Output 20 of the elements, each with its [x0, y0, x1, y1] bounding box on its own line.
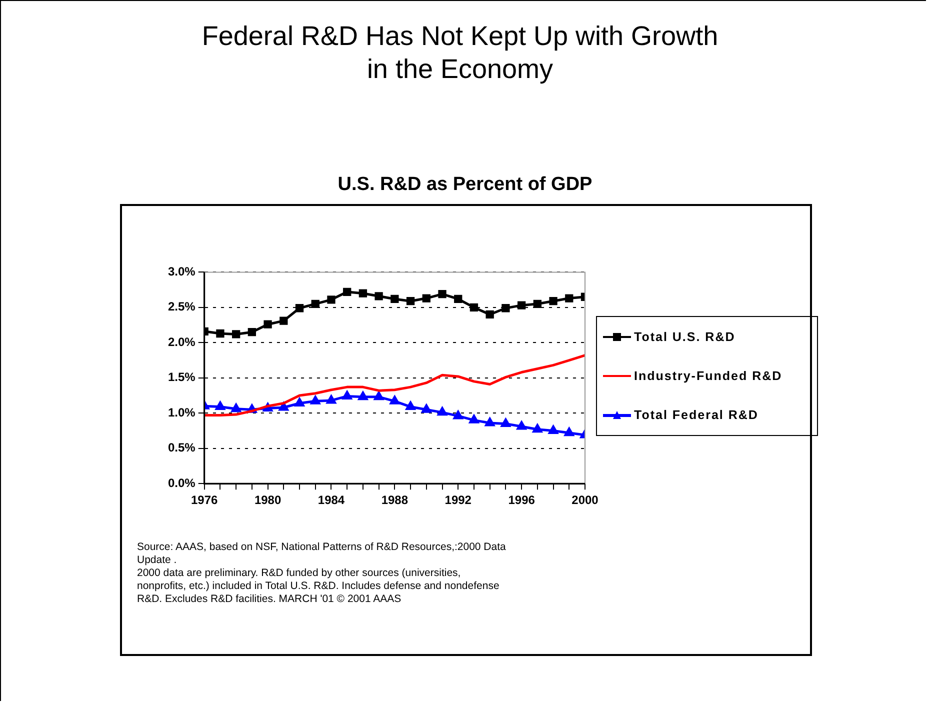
- x-tick-label: 1976: [191, 493, 218, 508]
- legend-label: Industry-Funded R&D: [634, 368, 782, 383]
- chart-title: Federal R&D Has Not Kept Up with Growth in the Economy: [200, 20, 720, 86]
- chart-subtitle: U.S. R&D as Percent of GDP: [336, 174, 594, 196]
- legend-label: Total U.S. R&D: [634, 330, 736, 344]
- y-tick-label: 3.0%: [168, 264, 196, 279]
- x-tick-label: 1980: [254, 493, 282, 508]
- y-tick-label: 2.5%: [168, 300, 196, 314]
- x-tick-label: 1992: [444, 493, 472, 508]
- y-tick-label: 1.0%: [168, 405, 196, 420]
- x-tick-label: 1988: [381, 493, 408, 508]
- y-tick-label: 0.0%: [168, 476, 196, 490]
- x-tick-label: 1984: [318, 493, 345, 508]
- x-tick-label: 2000: [572, 493, 599, 508]
- legend-label: Total Federal R&D: [634, 408, 758, 422]
- y-tick-label: 1.5%: [168, 370, 196, 384]
- y-tick-label: 2.0%: [168, 334, 196, 349]
- y-tick-label: 0.5%: [168, 440, 196, 455]
- source-note: Source: AAAS, based on NSF, National Patterns of R&D Resources,:2000 Data Update . 2000 data are preliminary. R&D funded by other sources (universities, nonprofits, etc.) included in Total U.S. R&D. Includes defense and nondefense R&D. Excludes R&D facilities. MARCH '01 © 2001 AAAS: [137, 541, 507, 606]
- x-tick-label: 1996: [508, 493, 536, 508]
